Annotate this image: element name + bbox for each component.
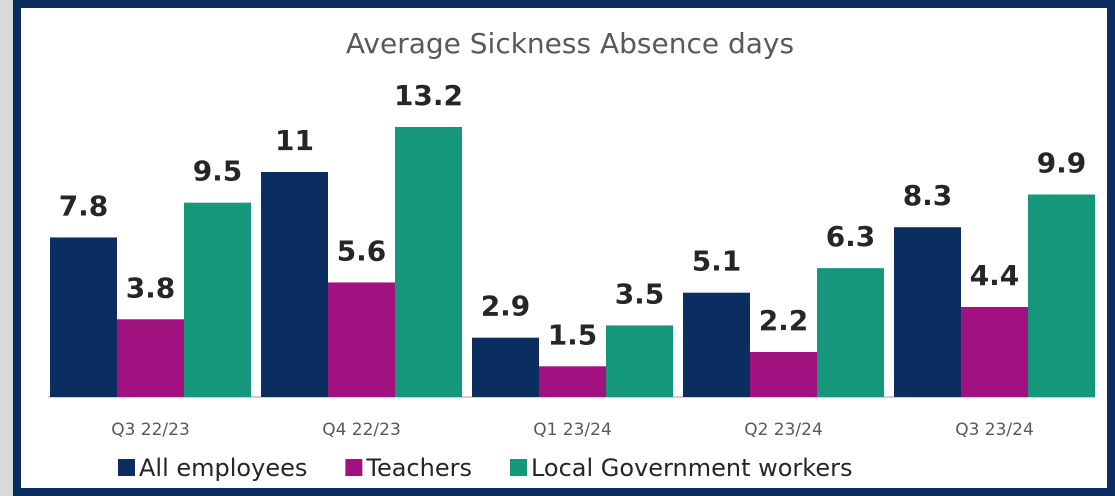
data-label: 6.3 [826, 220, 876, 253]
bar [817, 268, 884, 397]
chart-title: Average Sickness Absence days [346, 27, 794, 60]
bar [117, 319, 184, 397]
legend-label: All employees [139, 454, 307, 482]
legend-label: Local Government workers [531, 454, 853, 482]
data-label: 2.2 [759, 304, 809, 337]
data-label: 5.6 [337, 234, 387, 267]
x-tick-label: Q2 23/24 [744, 420, 823, 440]
bar [328, 282, 395, 397]
data-label: 3.8 [126, 271, 176, 304]
bar [894, 227, 961, 397]
legend-swatch [118, 459, 135, 476]
bar [472, 337, 539, 397]
bar [184, 202, 251, 397]
bar [683, 292, 750, 397]
data-label: 8.3 [903, 179, 953, 212]
data-label: 7.8 [59, 189, 109, 222]
data-label: 9.5 [193, 155, 243, 188]
bar [961, 307, 1028, 397]
data-label: 1.5 [548, 318, 598, 351]
data-label: 5.1 [692, 245, 742, 278]
bar [606, 325, 673, 397]
data-label: 13.2 [394, 79, 463, 112]
data-label: 2.9 [481, 290, 531, 323]
legend-swatch [345, 459, 363, 476]
bar [750, 352, 817, 397]
legend-label: Teachers [365, 454, 472, 482]
bar [395, 127, 462, 397]
x-tick-label: Q3 22/23 [111, 420, 190, 440]
data-label: 9.9 [1037, 147, 1087, 180]
x-tick-label: Q4 22/23 [322, 420, 401, 440]
x-tick-label: Q1 23/24 [533, 420, 612, 440]
x-tick-label: Q3 23/24 [955, 420, 1034, 440]
data-label: 3.5 [615, 277, 665, 310]
data-label: 11 [275, 124, 314, 157]
data-label: 4.4 [970, 259, 1020, 292]
bar [50, 237, 117, 397]
bar [1028, 194, 1095, 397]
legend-swatch [509, 459, 527, 476]
bar [261, 172, 328, 397]
bar [539, 366, 606, 397]
